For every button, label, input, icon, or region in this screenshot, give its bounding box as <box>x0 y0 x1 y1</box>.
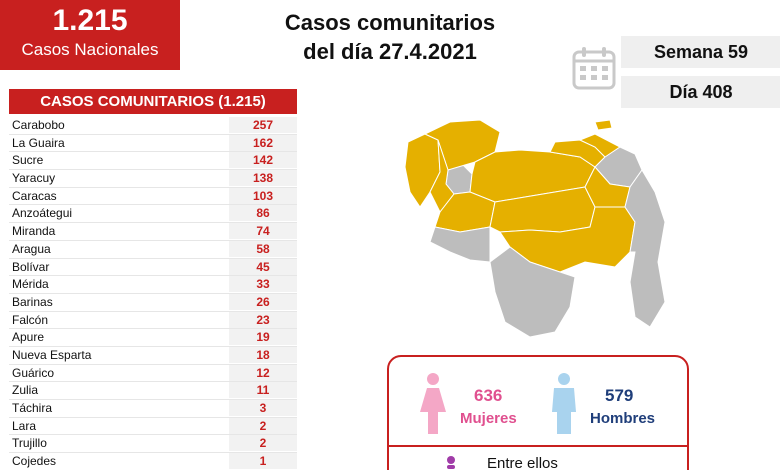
table-row: Guárico 12 <box>9 364 297 383</box>
state-name: Guárico <box>12 365 55 380</box>
state-cases: 26 <box>229 293 297 310</box>
title-line-2: del día 27.4.2021 <box>303 39 477 64</box>
table-row: Trujillo 2 <box>9 435 297 454</box>
table-row: Táchira 3 <box>9 400 297 418</box>
table-row: Lara 2 <box>9 417 297 436</box>
state-cases: 257 <box>229 117 297 133</box>
male-person-icon <box>552 373 576 434</box>
table-row: Apure 19 <box>9 329 297 347</box>
table-row: Barinas 26 <box>9 293 297 312</box>
table-row: Anzoátegui 86 <box>9 205 297 224</box>
state-name: Táchira <box>12 401 53 415</box>
state-cases: 3 <box>229 400 297 416</box>
title-line-1: Casos comunitarios <box>284 10 496 35</box>
page-title: Casos comunitarios del día 27.4.2021 <box>230 8 550 66</box>
state-name: Yaracuy <box>12 171 56 186</box>
state-cases: 142 <box>229 152 297 169</box>
table-row: Mérida 33 <box>9 276 297 294</box>
cases-table: Carabobo 257 La Guaira 162 Sucre 142 Yaracuy 13… <box>9 117 297 470</box>
table-row: Falcón 23 <box>9 311 297 330</box>
state-name: Carabobo <box>12 118 65 132</box>
state-cases: 138 <box>229 170 297 187</box>
female-person-icon <box>420 373 446 434</box>
table-row: Aragua 58 <box>9 240 297 259</box>
state-name: La Guaira <box>12 135 65 150</box>
state-cases: 1 <box>229 453 297 470</box>
state-name: Cojedes <box>12 454 57 469</box>
state-name: Nueva Esparta <box>12 347 92 362</box>
state-name: Trujillo <box>12 436 47 451</box>
table-row: Caracas 103 <box>9 187 297 206</box>
state-cases: 19 <box>229 329 297 346</box>
male-label: Hombres <box>590 410 656 427</box>
calendar-icon <box>572 47 616 90</box>
venezuela-map <box>404 119 666 338</box>
cases-table-title: CASOS COMUNITARIOS (1.215) <box>9 89 297 114</box>
national-cases-label: Casos Nacionales <box>21 40 159 59</box>
week-badge: Semana 59 <box>621 36 780 68</box>
state-name: Falcón <box>12 312 49 327</box>
table-row: Zulia 11 <box>9 382 297 400</box>
table-row: La Guaira 162 <box>9 134 297 153</box>
male-count: 579 <box>605 386 634 405</box>
among-them-label: Entre ellos <box>487 455 558 470</box>
table-row: Yaracuy 138 <box>9 170 297 188</box>
gender-box-divider <box>387 445 689 447</box>
state-cases: 18 <box>229 346 297 363</box>
national-cases-box: 1.215 Casos Nacionales <box>0 0 180 70</box>
state-name: Miranda <box>12 224 56 239</box>
state-name: Aragua <box>12 241 51 256</box>
state-name: Lara <box>12 418 37 433</box>
table-row: Cojedes 1 <box>9 453 297 470</box>
table-row: Sucre 142 <box>9 152 297 171</box>
state-name: Sucre <box>12 153 44 168</box>
state-cases: 103 <box>229 187 297 204</box>
state-name: Anzoátegui <box>12 206 73 221</box>
state-name: Apure <box>12 330 45 345</box>
state-cases: 74 <box>229 223 297 240</box>
state-cases: 2 <box>229 417 297 434</box>
state-cases: 23 <box>229 311 297 328</box>
state-cases: 12 <box>229 364 297 381</box>
table-row: Bolívar 45 <box>9 258 297 277</box>
state-name: Zulia <box>12 383 39 398</box>
day-badge: Día 408 <box>621 76 780 108</box>
state-name: Bolívar <box>12 259 50 274</box>
person-icon <box>447 456 455 469</box>
gender-breakdown-box <box>387 355 689 470</box>
state-name: Mérida <box>12 277 49 292</box>
state-cases: 86 <box>229 205 297 222</box>
state-cases: 2 <box>229 435 297 452</box>
table-row: Miranda 74 <box>9 223 297 241</box>
state-cases: 33 <box>229 276 297 293</box>
state-cases: 58 <box>229 240 297 257</box>
state-cases: 162 <box>229 134 297 151</box>
state-name: Caracas <box>12 188 57 203</box>
female-count: 636 <box>474 386 503 405</box>
female-label: Mujeres <box>460 410 517 427</box>
table-row: Carabobo 257 <box>9 117 297 135</box>
state-cases: 11 <box>229 382 297 399</box>
state-name: Barinas <box>12 294 53 309</box>
state-cases: 45 <box>229 258 297 275</box>
table-row: Nueva Esparta 18 <box>9 346 297 365</box>
national-cases-count: 1.215 <box>52 4 128 37</box>
